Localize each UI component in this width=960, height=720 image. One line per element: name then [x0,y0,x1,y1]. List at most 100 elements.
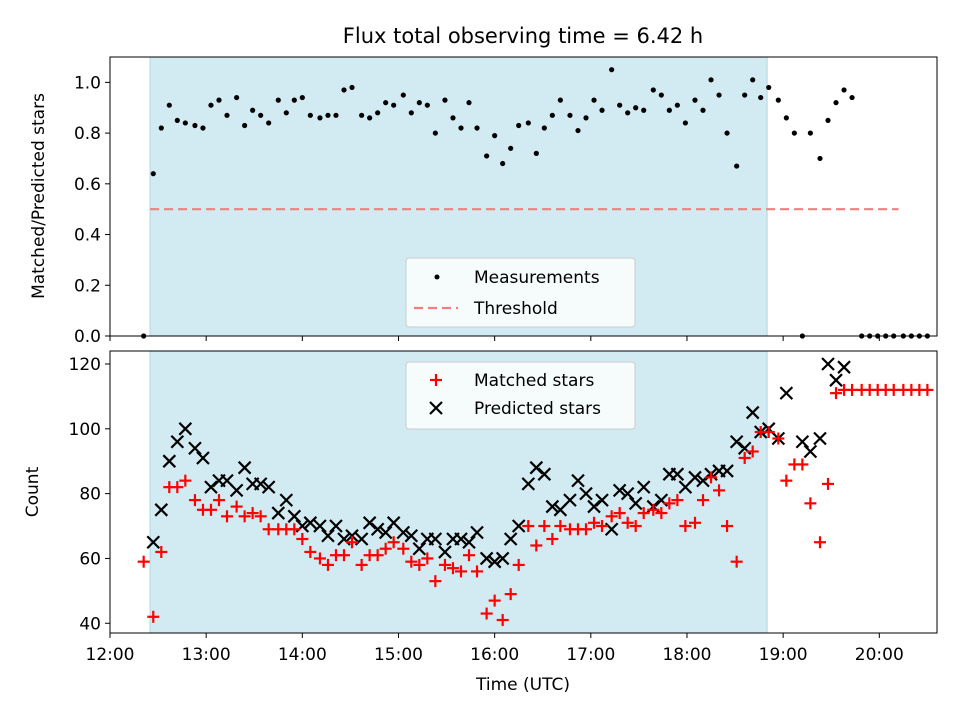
predicted-stars-points [146,357,851,569]
measurement-point [400,92,406,98]
measurement-point [724,130,730,136]
matched-stars-point [530,539,543,552]
matched-stars-point [621,516,634,529]
predicted-stars-point [803,444,818,459]
matched-stars-point [713,484,726,497]
predicted-stars-point [454,532,468,546]
predicted-stars-point [412,541,427,556]
measurement-point [750,77,756,83]
measurement-points [141,67,930,339]
measurement-point [682,120,688,126]
matched-stars-point [296,533,309,545]
predicted-stars-point [146,535,161,550]
x-tick-label: 19:00 [759,645,808,665]
legend-matched-marker [430,374,442,386]
matched-stars-point [522,520,535,533]
matched-stars-point [538,520,551,533]
matched-stars-point [554,520,567,533]
matched-stars-point [596,520,609,533]
measurement-point [474,125,480,131]
measurement-point [307,112,313,118]
matched-stars-point [814,536,827,549]
predicted-stars-point [162,454,177,468]
matched-stars-point [288,523,301,536]
matched-stars-point [588,516,601,529]
measurement-point [609,67,615,73]
matched-stars-point [188,494,201,507]
measurement-point [224,112,230,118]
x-tick-label: 17:00 [566,645,615,665]
measurement-point [182,120,188,126]
y-tick-label: 0.2 [74,276,101,296]
matched-stars-point [429,575,442,588]
x-tick-label: 18:00 [662,645,711,665]
measurement-point [666,107,672,113]
measurement-point [716,92,722,98]
matched-stars-point [405,555,418,568]
measurement-point [633,105,639,111]
matched-stars-point [762,426,775,439]
top-panel: Flux total observing time = 6.42 h 0.00.… [29,24,938,347]
measurement-point [174,117,180,124]
y-axis-ticks: 40 60 80 100 120 [69,355,110,634]
matched-stars-point [147,610,160,623]
measurement-point [708,77,714,83]
measurement-point [742,92,748,98]
predicted-stars-point [370,522,385,537]
matched-stars-point [355,558,368,571]
measurement-point [500,160,506,167]
measurement-point [658,92,664,98]
measurement-point [484,153,490,159]
predicted-stars-point [837,360,851,374]
y-axis-label: Count [23,466,43,517]
measurement-point [516,122,522,129]
matched-stars-point [746,445,759,458]
y-axis-label: Matched/Predicted stars [29,93,49,299]
x-tick-label: 14:00 [278,645,327,665]
chart-title: Flux total observing time = 6.42 h [343,24,703,48]
predicted-stars-point [495,551,510,566]
legend-matched-label: Matched stars [474,371,594,391]
matched-stars-point [780,474,793,487]
matched-stars-point [488,594,501,607]
measurement-point [692,97,698,103]
matched-stars-point [512,558,525,571]
measurement-point [817,155,823,162]
predicted-stars-point [479,551,494,566]
measurement-point [492,133,498,139]
measurement-point [208,102,214,108]
matched-stars-point [421,552,434,565]
predicted-stars-point [170,434,185,449]
matched-stars-point [137,555,150,568]
measurement-point [150,171,156,177]
measurement-point [216,97,222,103]
measurement-point [575,127,581,134]
measurement-point [833,100,839,106]
matched-stars-point [454,565,467,578]
measurement-point [458,125,464,131]
predicted-stars-point [595,493,609,507]
matched-stars-point [822,477,835,490]
measurement-point [766,84,772,91]
matched-stars-point [387,536,400,549]
matched-stars-point [697,494,710,507]
predicted-stars-point [229,483,244,498]
matched-stars-point [705,471,718,484]
predicted-stars-point [563,493,577,507]
measurement-point [250,107,256,113]
matched-stars-point [688,516,701,529]
matched-stars-point [613,507,626,520]
measurement-point [391,102,397,108]
measurement-point [341,87,347,93]
predicted-stars-point [345,528,359,543]
measurement-point [734,163,740,169]
measurement-point [583,115,589,121]
matched-stars-point [463,549,476,562]
matched-stars-point [804,497,817,510]
predicted-stars-point [511,519,526,533]
predicted-stars-point [178,422,193,436]
matched-stars-point [313,552,326,565]
matched-stars-point [204,503,217,516]
x-axis-label: Time (UTC) [475,675,570,695]
